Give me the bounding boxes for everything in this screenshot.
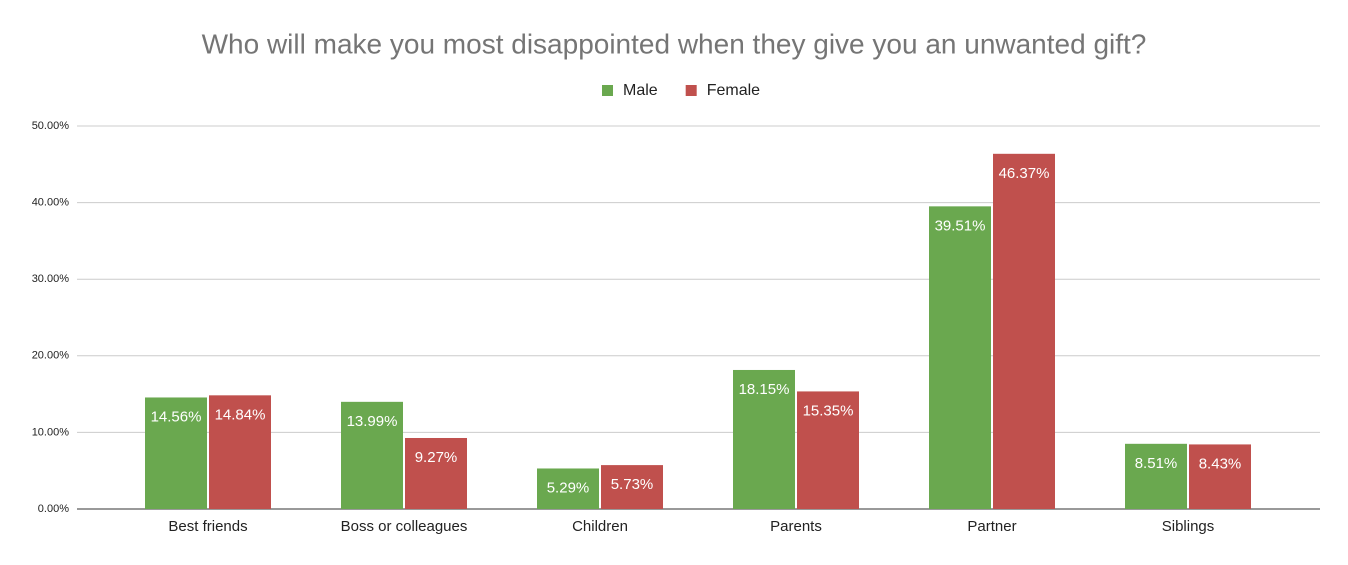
value-label: 8.43% <box>1199 455 1242 472</box>
y-tick-label: 20.00% <box>32 350 70 362</box>
x-tick-label: Partner <box>967 518 1016 535</box>
y-tick-label: 10.00% <box>32 426 70 438</box>
x-tick-label: Boss or colleagues <box>341 518 468 535</box>
bar <box>929 206 991 509</box>
value-label: 14.84% <box>215 406 266 423</box>
y-tick-label: 50.00% <box>32 120 70 132</box>
value-label: 8.51% <box>1135 455 1178 472</box>
value-label: 46.37% <box>999 165 1050 182</box>
value-label: 13.99% <box>347 413 398 430</box>
legend-label: Female <box>707 82 760 99</box>
x-tick-label: Parents <box>770 518 822 535</box>
chart-title: Who will make you most disappointed when… <box>202 28 1147 59</box>
value-label: 18.15% <box>739 381 790 398</box>
x-tick-label: Children <box>572 518 628 535</box>
y-tick-label: 0.00% <box>38 503 69 515</box>
bar <box>993 153 1055 510</box>
y-tick-label: 30.00% <box>32 273 70 285</box>
legend-label: Male <box>623 82 658 99</box>
value-label: 5.73% <box>611 476 654 493</box>
value-label: 39.51% <box>935 217 986 234</box>
bar <box>209 395 271 509</box>
value-label: 14.56% <box>151 408 202 425</box>
bar <box>145 397 207 509</box>
bar <box>341 401 403 509</box>
legend-swatch <box>685 85 697 96</box>
bar <box>1189 444 1251 509</box>
value-label: 5.29% <box>547 479 590 496</box>
bar <box>1125 443 1187 509</box>
bar <box>797 391 859 509</box>
value-label: 9.27% <box>415 449 458 466</box>
value-label: 15.35% <box>803 402 854 419</box>
bar <box>733 369 795 509</box>
bar <box>601 465 663 509</box>
y-tick-label: 40.00% <box>32 197 70 209</box>
x-tick-label: Best friends <box>168 518 247 535</box>
bar <box>537 468 599 509</box>
legend-swatch <box>602 85 613 96</box>
bar <box>405 437 467 509</box>
x-tick-label: Siblings <box>1162 518 1215 535</box>
